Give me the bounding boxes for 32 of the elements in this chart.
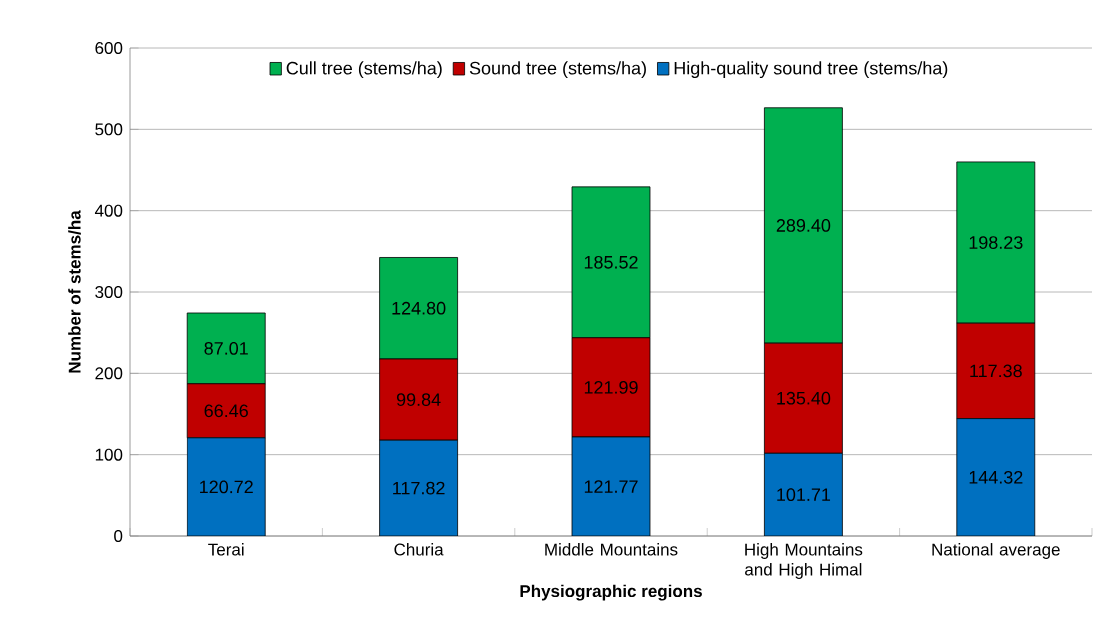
y-tick-label: 600	[95, 42, 123, 55]
data-label: 198.23	[969, 236, 1023, 249]
data-label: 120.72	[200, 480, 253, 494]
data-label: 121.99	[584, 380, 638, 394]
x-tick-label: High Mountains and High Himal	[745, 543, 863, 579]
y-axis-title: Number of stems/ha	[68, 210, 81, 373]
legend-label: Sound tree (stems/ha)	[469, 61, 646, 79]
y-tick-label: 500	[95, 123, 123, 136]
data-label: 124.80	[392, 301, 446, 315]
y-tick-label: 0	[114, 530, 123, 543]
x-tick-label: Terai	[208, 543, 244, 556]
legend-label: Cull tree (stems/ha)	[286, 61, 442, 79]
data-label: 87.01	[204, 342, 248, 355]
data-label: 185.52	[584, 255, 638, 269]
data-label: 144.32	[969, 470, 1023, 484]
x-tick-label: Middle Mountains	[545, 543, 678, 556]
y-tick-label: 100	[95, 448, 123, 461]
data-label: 135.40	[777, 391, 831, 405]
x-tick-label: National average	[932, 543, 1060, 559]
data-label: 101.71	[777, 488, 831, 502]
data-label: 117.38	[970, 364, 1022, 378]
y-tick-label: 300	[95, 286, 123, 299]
y-tick-label: 200	[95, 367, 123, 380]
x-axis-title: Physiographic regions	[520, 584, 702, 601]
x-tick-label: Churia	[394, 543, 444, 556]
data-label: 99.84	[396, 393, 441, 406]
legend-label: High-quality sound tree (stems/ha)	[674, 61, 948, 79]
y-tick-label: 400	[94, 204, 123, 217]
data-label: 117.82	[393, 481, 445, 495]
data-label: 121.77	[584, 480, 638, 493]
data-label: 66.46	[204, 404, 248, 418]
data-label: 289.40	[776, 219, 831, 232]
